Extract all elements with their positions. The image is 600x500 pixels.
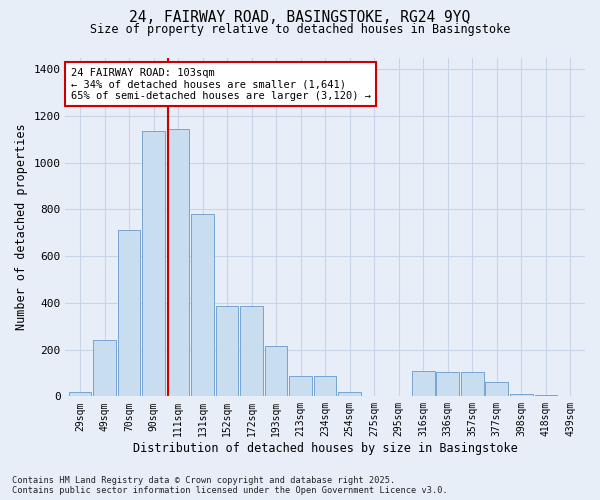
Text: 24 FAIRWAY ROAD: 103sqm
← 34% of detached houses are smaller (1,641)
65% of semi: 24 FAIRWAY ROAD: 103sqm ← 34% of detache… — [71, 68, 371, 101]
Bar — [535, 395, 557, 396]
Text: 24, FAIRWAY ROAD, BASINGSTOKE, RG24 9YQ: 24, FAIRWAY ROAD, BASINGSTOKE, RG24 9YQ — [130, 10, 470, 25]
Bar — [510, 394, 533, 396]
Bar — [485, 382, 508, 396]
Bar — [436, 372, 459, 396]
Bar — [142, 131, 165, 396]
Bar — [289, 376, 312, 396]
Bar — [338, 392, 361, 396]
Bar — [314, 376, 337, 396]
Bar — [216, 306, 238, 396]
Bar — [118, 230, 140, 396]
Bar — [69, 392, 91, 396]
Text: Contains HM Land Registry data © Crown copyright and database right 2025.
Contai: Contains HM Land Registry data © Crown c… — [12, 476, 448, 495]
Bar — [167, 129, 190, 396]
Bar — [461, 372, 484, 396]
Bar — [412, 370, 434, 396]
X-axis label: Distribution of detached houses by size in Basingstoke: Distribution of detached houses by size … — [133, 442, 518, 455]
Text: Size of property relative to detached houses in Basingstoke: Size of property relative to detached ho… — [90, 22, 510, 36]
Bar — [265, 346, 287, 397]
Bar — [94, 340, 116, 396]
Bar — [241, 306, 263, 396]
Y-axis label: Number of detached properties: Number of detached properties — [15, 124, 28, 330]
Bar — [191, 214, 214, 396]
